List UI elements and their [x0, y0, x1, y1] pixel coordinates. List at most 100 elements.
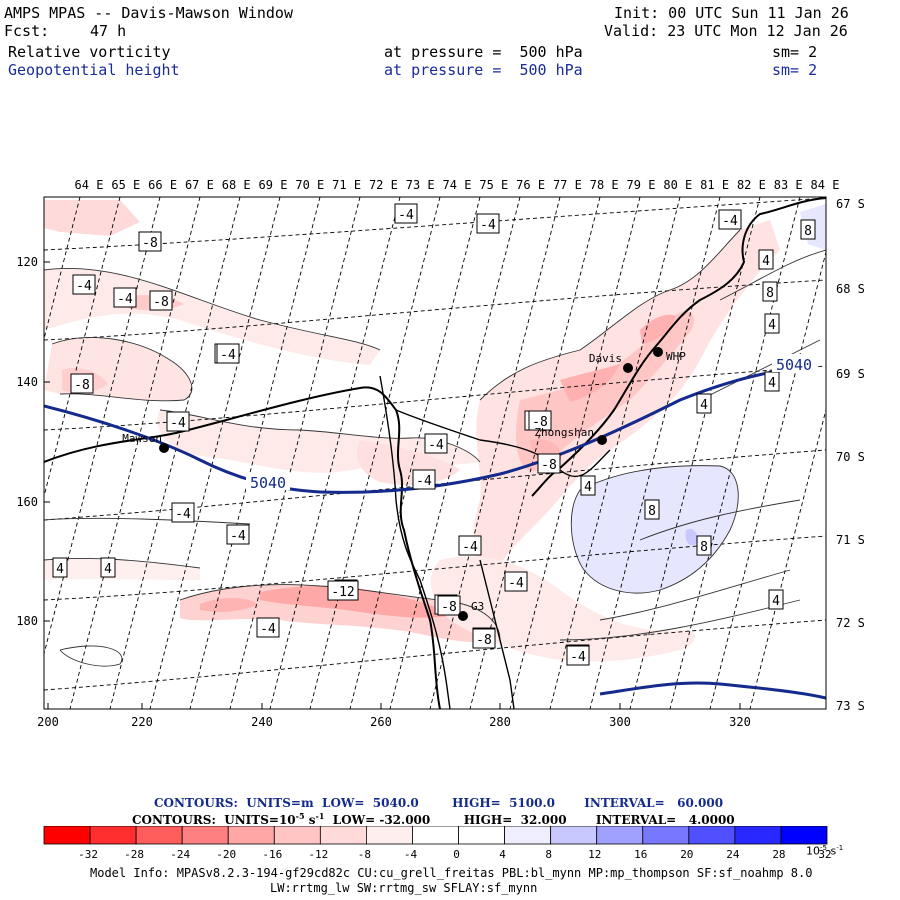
height-contours-label: CONTOURS:: [154, 796, 238, 810]
vorticity-label: -4: [216, 343, 240, 364]
svg-text:4: 4: [584, 480, 592, 495]
colorbar: -32 -28 -24 -20 -16 -12 -8 -4 0 4 8 12 16 20 24 28 32: [43, 826, 832, 861]
lon-label: 68 E: [222, 178, 251, 192]
vorticity-label: -8: [138, 231, 162, 252]
vorticity-label: 8: [644, 499, 660, 520]
vorticity-label: 4: [758, 249, 774, 270]
vorticity-shading: [44, 200, 826, 662]
vorticity-low: LOW= -32.000: [332, 813, 431, 827]
colorbar-swatch: [642, 826, 690, 845]
station-label: Zhongshan: [534, 426, 594, 439]
coastline: [44, 197, 826, 709]
svg-text:-4: -4: [76, 279, 92, 294]
svg-text:4: 4: [56, 562, 64, 577]
lon-label: 69 E: [259, 178, 288, 192]
lon-label: 70 E: [295, 178, 324, 192]
lon-label: 66 E: [148, 178, 177, 192]
svg-text:-8: -8: [541, 458, 557, 473]
field2-smoothing: sm= 2: [772, 61, 818, 79]
lon-label: 84 E: [811, 178, 840, 192]
x-tick-label: 320: [729, 715, 751, 729]
x-tick-label: 220: [131, 715, 153, 729]
colorbar-label: -12: [308, 848, 328, 861]
vorticity-label: -4: [566, 645, 590, 666]
vorticity-high: HIGH= 32.000: [463, 813, 567, 827]
svg-text:4: 4: [762, 254, 770, 269]
svg-text:4: 4: [768, 318, 776, 333]
colorbar-label: 28: [772, 848, 785, 861]
lon-label: 79 E: [627, 178, 656, 192]
field2-name: Geopotential height: [8, 61, 180, 79]
svg-text:-4: -4: [428, 438, 444, 453]
lon-label: 74 E: [443, 178, 472, 192]
lat-label: 71 S: [836, 533, 865, 547]
colorbar-swatch: [181, 826, 229, 845]
lon-label: 67 E: [185, 178, 214, 192]
colorbar-label: -24: [170, 848, 190, 861]
svg-text:-4: -4: [570, 650, 586, 665]
vorticity-label: -4: [458, 535, 482, 556]
colorbar-swatch: [504, 826, 552, 845]
lon-label: 75 E: [479, 178, 508, 192]
vorticity-label: -8: [70, 373, 94, 394]
colorbar-label: -4: [404, 848, 418, 861]
station-marker: Zhongshan: [534, 426, 607, 445]
vorticity-label: -4: [412, 469, 436, 490]
field1-level: at pressure = 500 hPa: [384, 43, 583, 61]
vorticity-label: -4: [718, 209, 742, 230]
svg-text:-8: -8: [532, 415, 548, 430]
forecast-hour: 47 h: [90, 22, 127, 40]
svg-text:-4: -4: [416, 474, 432, 489]
svg-text:-4: -4: [398, 208, 414, 223]
station-label: Davis: [589, 352, 622, 365]
colorbar-swatch: [227, 826, 275, 845]
lon-label: 76 E: [516, 178, 545, 192]
colorbar-label: 4: [499, 848, 506, 861]
height-units: UNITS=m: [246, 796, 314, 810]
vorticity-legend: CONTOURS: UNITS=10-5 s-1 LOW= -32.000 HI…: [132, 811, 735, 827]
lat-label: 70 S: [836, 450, 865, 464]
vorticity-label: -8: [537, 453, 561, 474]
colorbar-swatch: [688, 826, 736, 845]
svg-text:4: 4: [104, 562, 112, 577]
svg-text:-4: -4: [480, 218, 496, 233]
vorticity-label: -4: [72, 274, 96, 295]
field1-smoothing: sm= 2: [772, 43, 818, 61]
y-tick-label: 180: [16, 614, 38, 628]
vorticity-label: 8: [800, 219, 816, 240]
field1-name: Relative vorticity: [8, 43, 171, 61]
forecast-label: Fcst:: [4, 22, 50, 40]
svg-text:-4: -4: [462, 540, 478, 555]
vorticity-label: -8: [528, 410, 552, 431]
ice-divide-lines: [379, 375, 611, 709]
field2-level: at pressure = 500 hPa: [384, 61, 583, 79]
lon-label: 73 E: [406, 178, 435, 192]
latitude-labels: 67 S 68 S 69 S 70 S 71 S 72 S 73 S: [836, 197, 865, 713]
map-frame: [43, 196, 827, 710]
station-marker: Davis: [589, 352, 633, 373]
parallel-lines: [44, 197, 826, 691]
valid-time: Valid: 23 UTC Mon 12 Jan 26: [604, 22, 848, 40]
vorticity-label: -4: [171, 502, 195, 523]
lon-label: 72 E: [369, 178, 398, 192]
colorbar-label: -32: [78, 848, 98, 861]
svg-text:-4: -4: [170, 416, 186, 431]
longitude-labels: 64 E 65 E 66 E 67 E 68 E 69 E 70 E 71 E 72 E 73 E…: [75, 178, 840, 192]
svg-text:-12: -12: [331, 585, 354, 600]
vorticity-label: -4: [113, 287, 137, 308]
vorticity-label: 8: [762, 281, 778, 302]
colorbar-swatch: [596, 826, 644, 845]
vorticity-label: -12: [327, 580, 359, 601]
svg-text:-4: -4: [175, 507, 191, 522]
lon-label: 81 E: [700, 178, 729, 192]
svg-text:-8: -8: [74, 378, 90, 393]
colorbar-swatch: [89, 826, 137, 845]
map-area: -4 -4 -4 -8 -4 -4 -8 -4 -4 -4 -4 -4 -4 -4 -8 -8 -8 -4 -8 -4…: [44, 197, 826, 709]
station-label: WHP: [666, 350, 686, 363]
vorticity-label: -4: [394, 203, 418, 224]
svg-text:-8: -8: [142, 236, 158, 251]
lat-label: 67 S: [836, 197, 865, 211]
colorbar-swatch: [135, 826, 183, 845]
colorbar-swatch: [412, 826, 459, 845]
y-tick-label: 140: [16, 375, 38, 389]
